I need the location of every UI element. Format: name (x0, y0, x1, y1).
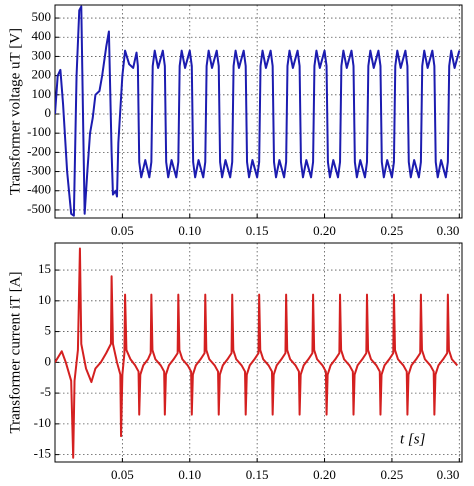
x-tick-label: 0.15 (246, 467, 269, 482)
y-tick-label: -10 (34, 415, 51, 430)
y-tick-label: -100 (27, 124, 51, 139)
x-tick-label: 0.10 (178, 223, 201, 238)
y-tick-label: -15 (34, 446, 51, 461)
y-tick-label: 500 (32, 9, 52, 24)
y-tick-label: 0 (45, 105, 52, 120)
data-line (55, 247, 459, 459)
y-tick-label: 0 (45, 353, 52, 368)
x-tick-label: 0.15 (246, 223, 269, 238)
x-tick-label: 0.10 (178, 467, 201, 482)
y-tick-label: -400 (27, 182, 51, 197)
y-tick-label: -5 (40, 384, 51, 399)
y-tick-label: -500 (27, 201, 51, 216)
x-tick-label: 0.05 (111, 467, 134, 482)
x-tick-label: 0.20 (313, 223, 336, 238)
y-axis-label: Transformer current iT [A] (7, 271, 23, 433)
y-tick-label: -200 (27, 143, 51, 158)
y-axis-label: Transformer voltage uT [V] (7, 28, 23, 195)
y-tick-label: 15 (38, 261, 51, 276)
x-tick-label: 0.30 (437, 467, 460, 482)
y-tick-label: -300 (27, 163, 51, 178)
x-tick-label: 0.30 (437, 223, 460, 238)
y-tick-label: 200 (32, 67, 52, 82)
x-tick-label: 0.05 (111, 223, 134, 238)
y-tick-label: 100 (32, 86, 52, 101)
x-tick-label: 0.25 (381, 467, 404, 482)
y-tick-label: 10 (38, 292, 51, 307)
x-tick-label: 0.20 (313, 467, 336, 482)
x-annotation: t [s] (400, 431, 426, 447)
y-tick-label: 300 (32, 47, 52, 62)
plot-frame (54, 242, 463, 463)
y-tick-label: 400 (32, 28, 52, 43)
x-tick-label: 0.25 (381, 223, 404, 238)
data-line (55, 5, 461, 217)
y-tick-label: 5 (45, 323, 52, 338)
